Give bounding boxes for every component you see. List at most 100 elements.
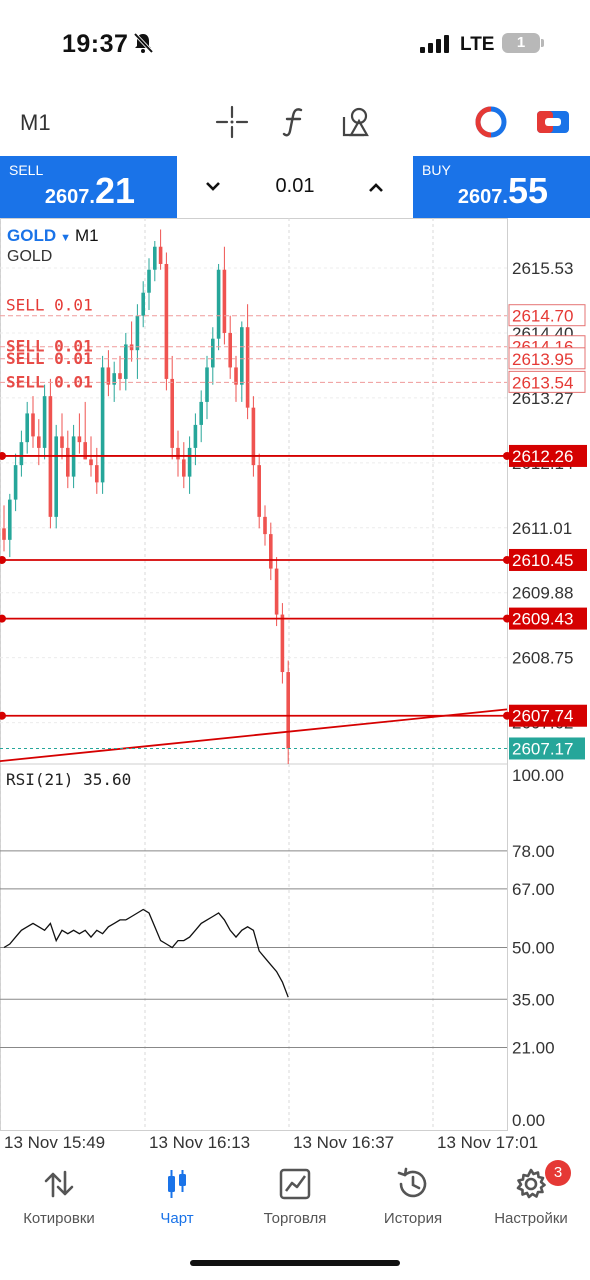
candle-body <box>60 436 64 448</box>
candle-body <box>112 373 116 385</box>
candle-body <box>54 436 58 517</box>
candle-body <box>274 568 279 615</box>
order-price-tag-text: 2607.74 <box>512 707 573 726</box>
one-click-trading-icon[interactable] <box>472 103 510 141</box>
rsi-axis-label: 0.00 <box>512 1111 545 1130</box>
settings-badge: 3 <box>545 1160 571 1186</box>
candle-body <box>25 413 29 443</box>
rsi-axis-label: 35.00 <box>512 990 555 1009</box>
trend-line <box>0 708 508 763</box>
candle-body <box>158 246 163 264</box>
lot-value[interactable]: 0.01 <box>275 175 315 197</box>
price-axis-label: 2613.27 <box>512 389 573 408</box>
lot-increase-button[interactable] <box>367 174 385 200</box>
chevron-down-icon <box>206 182 220 191</box>
candle-body <box>42 396 47 448</box>
order-line-handle <box>0 711 6 720</box>
candle-body <box>182 459 186 477</box>
time-label: 13 Nov 15:49 <box>4 1133 105 1152</box>
rsi-axis-label: 50.00 <box>512 939 555 958</box>
candle-body <box>77 436 82 443</box>
candle-body <box>263 516 267 535</box>
signal-icon <box>420 35 449 53</box>
price-chart[interactable]: 13 Nov 15:49 13 Nov 16:13 13 Nov 16:37 13 N… <box>0 218 590 1158</box>
candle-body <box>37 436 41 448</box>
time-label: 13 Nov 16:37 <box>293 1133 394 1152</box>
chart-symbol[interactable]: GOLD ▼ M1 <box>7 226 99 245</box>
order-price-tag <box>509 444 587 467</box>
sell-order-label: SELL 0.01 <box>6 349 93 368</box>
pending-order-tag <box>508 370 586 393</box>
price-axis-label: 2615.53 <box>512 259 573 278</box>
candle-body <box>164 263 169 379</box>
candle-body <box>280 614 285 673</box>
candle-body <box>13 465 18 500</box>
nav-quotes[interactable]: Котировки <box>0 1160 118 1240</box>
nav-history-label: История <box>383 1210 443 1227</box>
candle-body <box>118 373 122 379</box>
nav-chart[interactable]: Чарт <box>118 1160 236 1240</box>
nav-trade[interactable]: Торговля <box>236 1160 354 1240</box>
candle-body <box>83 442 87 460</box>
chart-toolbar: M1 <box>0 95 590 150</box>
time-label: 13 Nov 17:01 <box>437 1133 538 1152</box>
candle-body <box>222 269 227 333</box>
price-axis-label: 2609.88 <box>512 584 573 603</box>
bell-muted-icon <box>133 32 154 54</box>
order-line-handle <box>0 614 6 623</box>
candle-body <box>124 344 128 379</box>
nav-history[interactable]: История <box>354 1160 472 1240</box>
current-price-tag-text: 2607.17 <box>512 739 573 758</box>
nav-settings-label: Настройки <box>494 1210 568 1227</box>
buy-button[interactable]: BUY 2607.55 <box>413 156 590 218</box>
sell-button[interactable]: SELL 2607.21 <box>0 156 177 218</box>
order-price-tag-text: 2612.26 <box>512 447 573 466</box>
timeframe-button[interactable]: M1 <box>20 110 51 135</box>
candle-body <box>245 327 250 408</box>
sell-label: SELL <box>9 162 44 178</box>
candle-body <box>257 465 261 517</box>
nav-quotes-label: Котировки <box>23 1210 95 1227</box>
candle-body <box>205 367 209 402</box>
candle-body <box>193 424 198 448</box>
pending-order-tag-text: 2613.54 <box>512 373 573 392</box>
buy-price: 2607.55 <box>457 170 548 211</box>
pending-order-tag-text: 2613.95 <box>512 350 573 369</box>
rsi-label: RSI(21) 35.60 <box>6 770 132 789</box>
order-line-handle <box>0 451 6 460</box>
lot-selector: 0.01 <box>177 156 413 218</box>
candle-body <box>100 367 105 483</box>
home-indicator <box>190 1260 400 1266</box>
account-toggle-icon[interactable] <box>534 103 572 141</box>
candle-body <box>129 344 134 351</box>
buy-label: BUY <box>422 162 451 178</box>
candle-body <box>187 447 192 477</box>
nav-settings[interactable]: 3 Настройки <box>472 1160 590 1240</box>
candle-body <box>234 367 238 385</box>
candle-body <box>95 465 99 483</box>
candle-body <box>228 332 232 368</box>
candle-body <box>251 407 256 466</box>
candle-body <box>89 459 93 466</box>
candle-body <box>286 672 290 749</box>
status-time: 19:37 <box>62 30 129 58</box>
time-label: 13 Nov 16:13 <box>149 1133 250 1152</box>
candles-icon <box>168 1170 186 1198</box>
indicators-function-icon[interactable] <box>276 103 314 141</box>
order-line-handle <box>0 555 6 564</box>
objects-shapes-icon[interactable] <box>338 103 376 141</box>
lot-decrease-button[interactable] <box>204 174 222 200</box>
candle-body <box>19 442 24 466</box>
candle-body <box>141 292 145 316</box>
status-bar: 19:37 LTE 1 <box>0 0 590 90</box>
candle-body <box>176 447 180 460</box>
candle-body <box>269 534 273 569</box>
candle-body <box>199 401 203 425</box>
order-price-tag <box>509 607 587 630</box>
candle-body <box>2 528 6 540</box>
crosshair-icon[interactable] <box>213 103 251 141</box>
candle-body <box>153 246 157 270</box>
bottom-nav: Котировки Чарт Торговля История <box>0 1160 590 1240</box>
sell-price: 2607.21 <box>44 170 135 211</box>
quotes-arrows-icon <box>44 1170 74 1198</box>
